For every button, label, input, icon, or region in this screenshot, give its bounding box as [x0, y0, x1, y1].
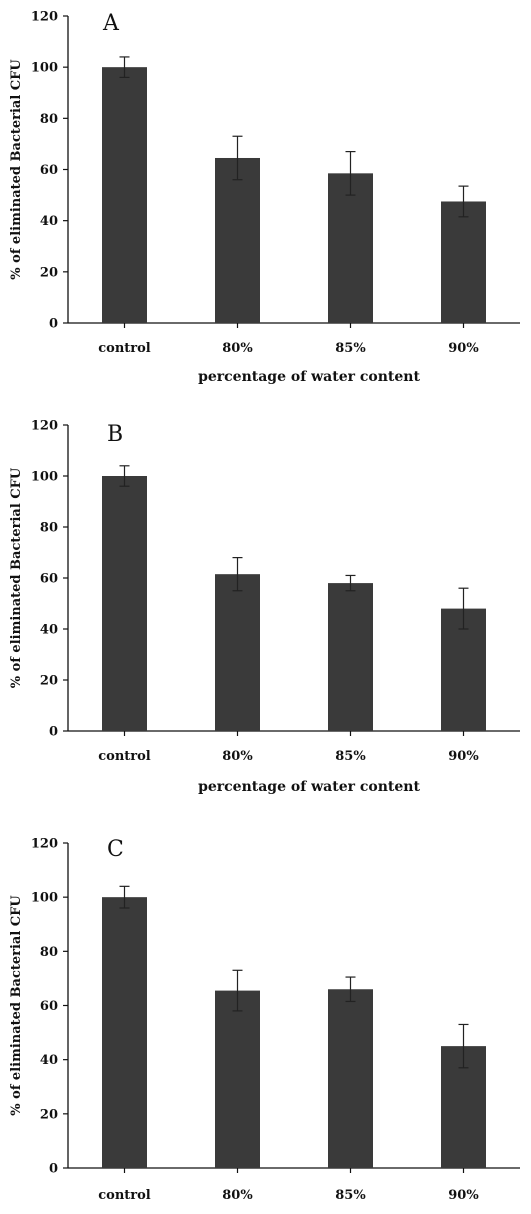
bar — [102, 67, 147, 324]
y-tick-label: 120 — [31, 419, 58, 434]
y-tick-label: 0 — [49, 725, 58, 740]
panel-label: B — [107, 422, 123, 447]
panel-label: C — [107, 837, 124, 862]
category-label: 80% — [222, 341, 253, 356]
y-tick-label: 20 — [40, 265, 58, 280]
bar — [328, 583, 373, 731]
bar — [441, 201, 486, 323]
y-tick-label: 20 — [40, 674, 58, 689]
chart-panel-c: C020406080100120control80%85%90%percenta… — [9, 837, 520, 1203]
x-axis-title: percentage of water content — [198, 779, 420, 795]
bar — [102, 476, 147, 731]
y-tick-label: 40 — [40, 214, 58, 229]
y-tick-label: 120 — [31, 837, 58, 852]
bar — [215, 574, 260, 731]
category-label: 80% — [222, 1188, 253, 1203]
y-tick-label: 20 — [40, 1107, 58, 1122]
y-tick-label: 60 — [40, 999, 58, 1014]
chart-panel-a: A 0 20 40 60 80 100 120 control 80% 85% 90% percenta… — [9, 10, 520, 385]
category-label: control — [98, 749, 151, 764]
category-label: control — [98, 341, 151, 356]
y-tick-label: 100 — [31, 61, 58, 76]
y-tick-label: 80 — [40, 945, 58, 960]
y-tick-label: 0 — [49, 1162, 58, 1177]
panel-label: A — [102, 11, 120, 36]
bar — [102, 897, 147, 1168]
y-tick-label: 100 — [31, 470, 58, 485]
category-label: 85% — [335, 749, 366, 764]
category-label: control — [98, 1188, 151, 1203]
y-tick-label: 120 — [31, 10, 58, 25]
y-tick-label: 40 — [40, 1053, 58, 1068]
y-tick-label: 60 — [40, 163, 58, 178]
y-tick-label: 100 — [31, 891, 58, 906]
category-label: 90% — [448, 341, 479, 356]
y-tick-label: 0 — [49, 317, 58, 332]
y-tick-label: 80 — [40, 521, 58, 536]
x-axis-title: percentage of water content — [198, 369, 420, 385]
bar — [215, 157, 260, 323]
y-tick-label: 60 — [40, 572, 58, 587]
category-label: 85% — [335, 341, 366, 356]
bar — [328, 989, 373, 1168]
bar — [328, 173, 373, 323]
category-label: 85% — [335, 1188, 366, 1203]
y-axis-title: % of eliminated Bacterial CFU — [9, 59, 24, 280]
bar — [215, 990, 260, 1168]
chart-panel-b: B 0 20 40 60 80 100 120 control 80% 85% 90% percenta… — [9, 419, 520, 795]
category-label: 80% — [222, 749, 253, 764]
category-label: 90% — [448, 1188, 479, 1203]
y-axis-title: % of eliminated Bacterial CFU — [9, 467, 24, 688]
y-axis-title: % of eliminated Bacterial CFU — [9, 895, 24, 1116]
category-label: 90% — [448, 749, 479, 764]
y-tick-label: 40 — [40, 623, 58, 638]
y-tick-label: 80 — [40, 112, 58, 127]
